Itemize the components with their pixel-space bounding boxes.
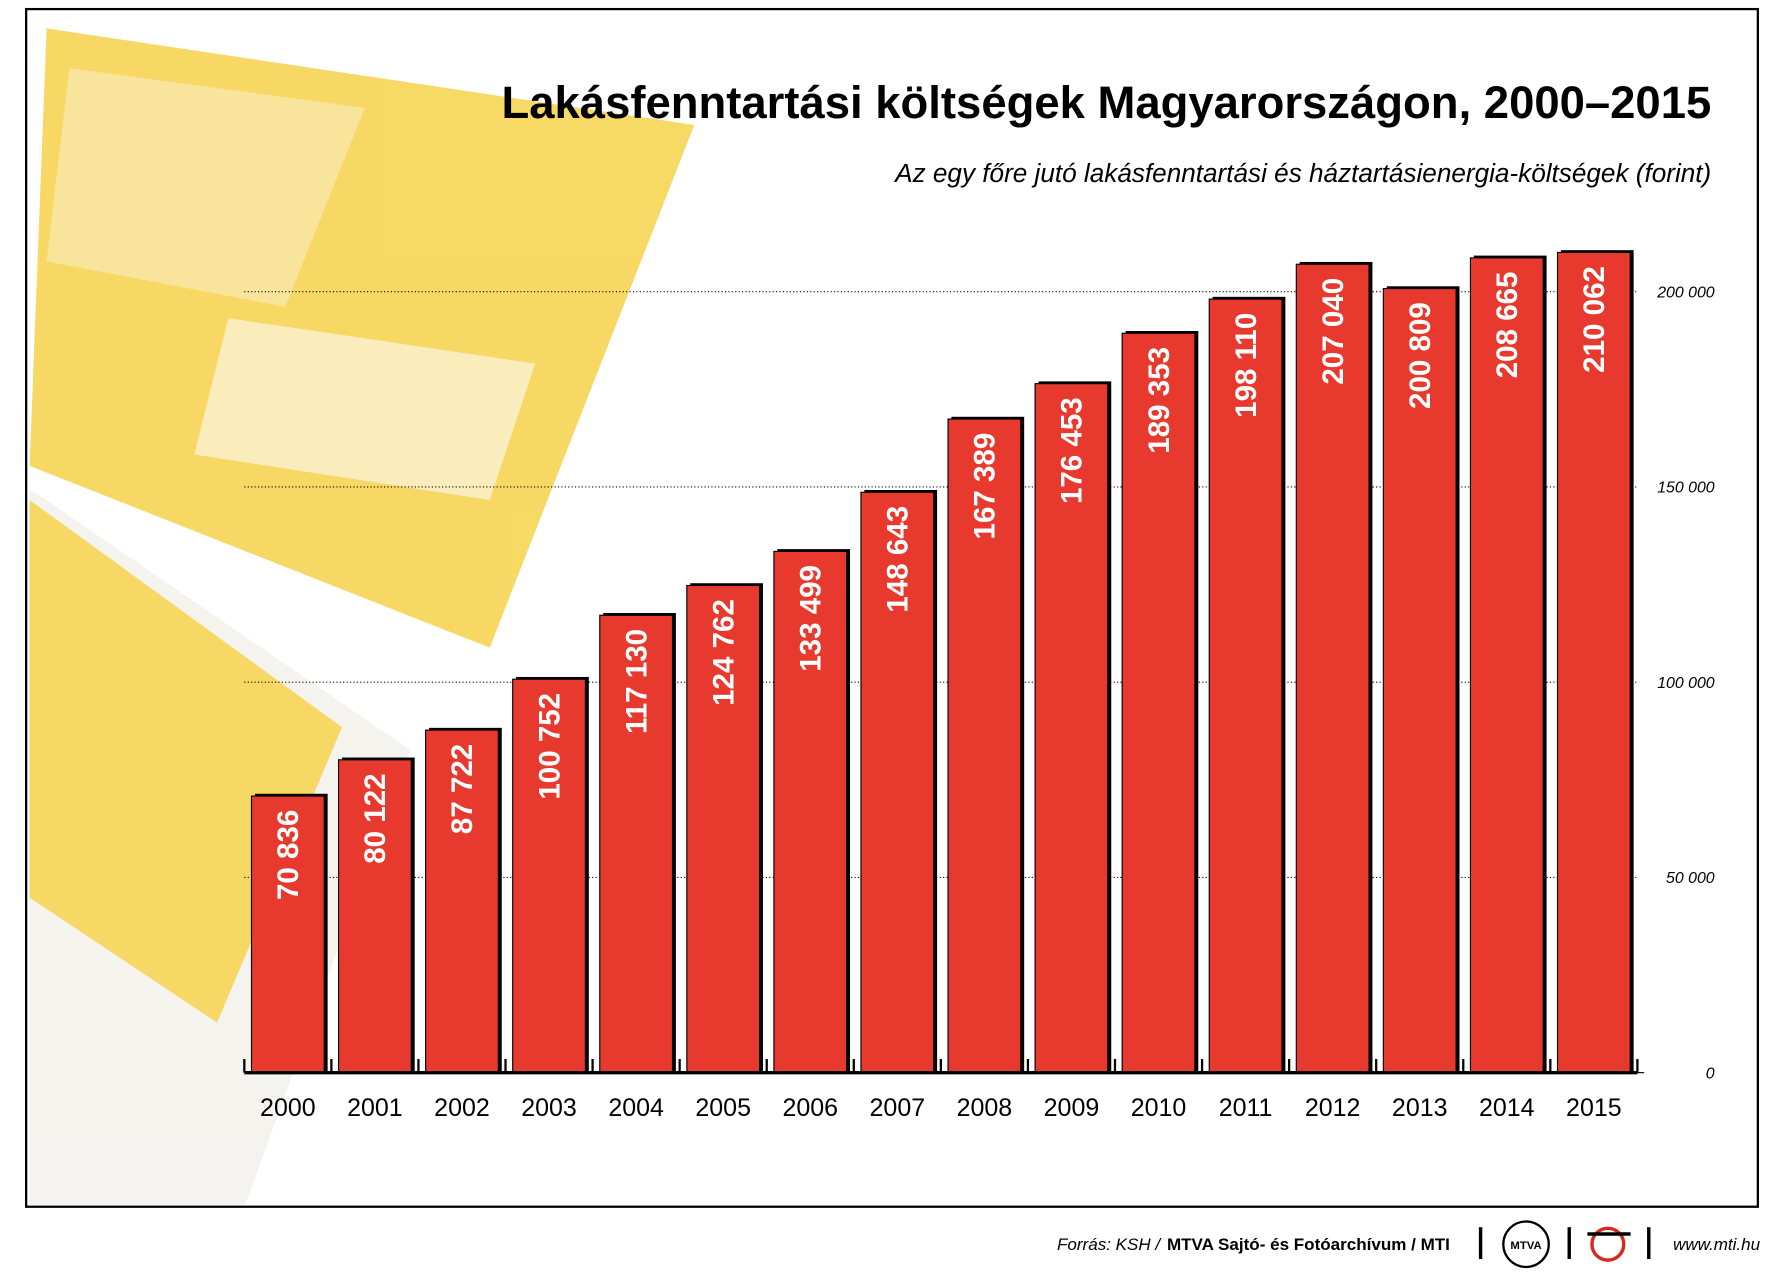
data-label: 198 110	[1230, 313, 1263, 418]
x-tick-label: 2001	[347, 1094, 403, 1122]
data-label: 117 130	[620, 629, 653, 734]
source-org: MTVA Sajtó- és Fotóarchívum / MTI	[1167, 1235, 1450, 1254]
plot: 0 50 000 100 000 150 000 200 000 70 836 2000 80…	[243, 250, 1715, 1122]
chart-subtitle: Az egy főre jutó lakásfenntartási és ház…	[893, 158, 1711, 188]
background-photo	[29, 28, 695, 1205]
data-label: 210 062	[1578, 266, 1611, 373]
bar	[512, 678, 586, 1074]
source-label: Forrás: KSH /	[1057, 1235, 1162, 1254]
bar	[773, 550, 848, 1074]
logo-circle	[1502, 1220, 1550, 1269]
footer: Forrás: KSH / MTVA Sajtó- és Fotóarchívu…	[1057, 1220, 1761, 1269]
x-tick-label: 2010	[1131, 1094, 1187, 1122]
x-tick-label: 2009	[1044, 1094, 1100, 1122]
x-tick-label: 2011	[1219, 1094, 1273, 1122]
x-tick-label: 2000	[260, 1094, 316, 1122]
data-label: 87 722	[446, 744, 479, 834]
url: www.mti.hu	[1673, 1235, 1761, 1254]
data-label: 200 809	[1404, 302, 1437, 409]
data-label: 176 453	[1056, 397, 1089, 504]
data-label: 167 389	[969, 433, 1002, 540]
data-label: 100 752	[533, 693, 566, 800]
bar	[1295, 263, 1370, 1074]
x-tick-label: 2007	[870, 1094, 926, 1122]
x-tick-label: 2014	[1479, 1094, 1535, 1122]
bar	[947, 418, 1022, 1074]
bar	[1121, 332, 1196, 1074]
chart-title: Lakásfenntartási költségek Magyarországo…	[502, 77, 1712, 128]
x-tick-label: 2012	[1305, 1094, 1361, 1122]
x-tick-label: 2004	[608, 1094, 664, 1122]
x-tick-label: 2005	[695, 1094, 751, 1122]
bar	[1382, 287, 1457, 1074]
data-label: 124 762	[707, 599, 740, 706]
bar	[425, 729, 499, 1074]
data-label: 133 499	[794, 565, 827, 672]
x-tick-label: 2002	[434, 1094, 490, 1122]
y-tick-label: 150 000	[1657, 480, 1715, 497]
logo-text: MTVA	[1510, 1240, 1541, 1252]
x-tick-label: 2006	[782, 1094, 838, 1122]
bar	[599, 614, 674, 1074]
y-tick-label: 50 000	[1666, 870, 1715, 887]
x-tick-label: 2003	[521, 1094, 577, 1122]
bar	[1208, 298, 1283, 1074]
x-tick-label: 2008	[957, 1094, 1013, 1122]
logo-mark	[1590, 1226, 1626, 1262]
data-label: 80 122	[359, 773, 392, 863]
bar	[1556, 251, 1631, 1074]
data-label: 208 665	[1491, 272, 1524, 379]
x-tick-label: 2013	[1392, 1094, 1448, 1122]
y-tick-label: 200 000	[1656, 284, 1715, 301]
data-label: 148 643	[882, 506, 915, 613]
data-label: 207 040	[1317, 278, 1350, 385]
y-tick-label: 0	[1706, 1065, 1715, 1082]
data-label: 70 836	[272, 810, 305, 900]
data-label: 189 353	[1143, 347, 1176, 454]
bar	[1034, 383, 1109, 1074]
bar	[337, 759, 412, 1074]
bar	[860, 491, 935, 1074]
bar	[686, 584, 761, 1074]
bar	[1469, 257, 1544, 1074]
x-tick-label: 2015	[1566, 1094, 1622, 1122]
y-tick-label: 100 000	[1657, 675, 1715, 692]
